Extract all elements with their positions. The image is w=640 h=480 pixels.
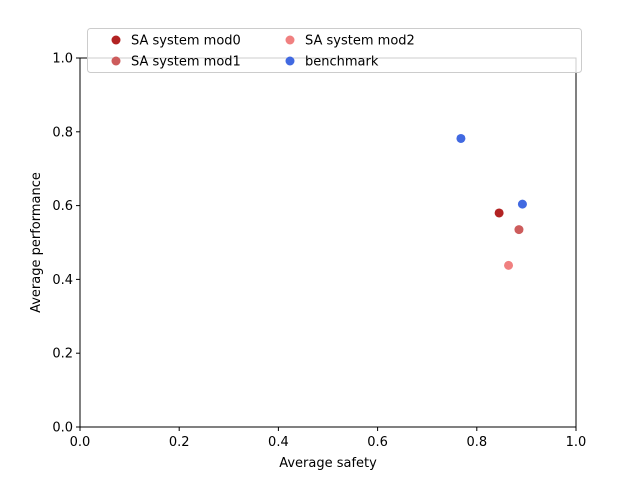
legend: SA system mod0 SA system mod1 SA system mo…	[87, 28, 582, 73]
legend-marker	[111, 35, 121, 45]
x-tick-label: 0.4	[268, 435, 289, 450]
legend-label: SA system mod1	[131, 55, 241, 70]
data-points	[456, 133, 527, 270]
legend-label: benchmark	[305, 55, 379, 70]
y-tick-label: 0.4	[52, 273, 73, 288]
y-tick-label: 0.8	[52, 125, 73, 140]
data-point	[456, 133, 466, 143]
y-axis-label: Average performance	[29, 172, 44, 313]
plot-frame	[79, 57, 577, 428]
data-point	[517, 199, 527, 209]
y-tick-label: 0.2	[52, 347, 73, 362]
y-tick-label: 0.6	[52, 199, 73, 214]
y-tick-label: 0.0	[52, 421, 73, 436]
x-axis-label: Average safety	[279, 456, 377, 471]
x-tick-label: 0.2	[169, 435, 190, 450]
data-point	[504, 260, 514, 270]
legend-marker	[285, 56, 295, 66]
x-tick-label: 0.0	[70, 435, 91, 450]
legend-label: SA system mod2	[305, 34, 415, 49]
x-tick-label: 0.6	[367, 435, 388, 450]
data-point	[514, 225, 524, 235]
legend-marker	[285, 35, 295, 45]
x-tick-label: 1.0	[566, 435, 587, 450]
data-point	[494, 208, 504, 218]
legend-box	[87, 28, 582, 73]
y-tick-label: 1.0	[52, 52, 73, 67]
x-axis-ticks: 0.0 0.2 0.4 0.6 0.8 1.0	[70, 427, 587, 450]
legend-marker	[111, 56, 121, 66]
x-tick-label: 0.8	[466, 435, 487, 450]
y-axis-ticks: 0.0 0.2 0.4 0.6 0.8 1.0	[52, 52, 80, 436]
legend-label: SA system mod0	[131, 34, 241, 49]
